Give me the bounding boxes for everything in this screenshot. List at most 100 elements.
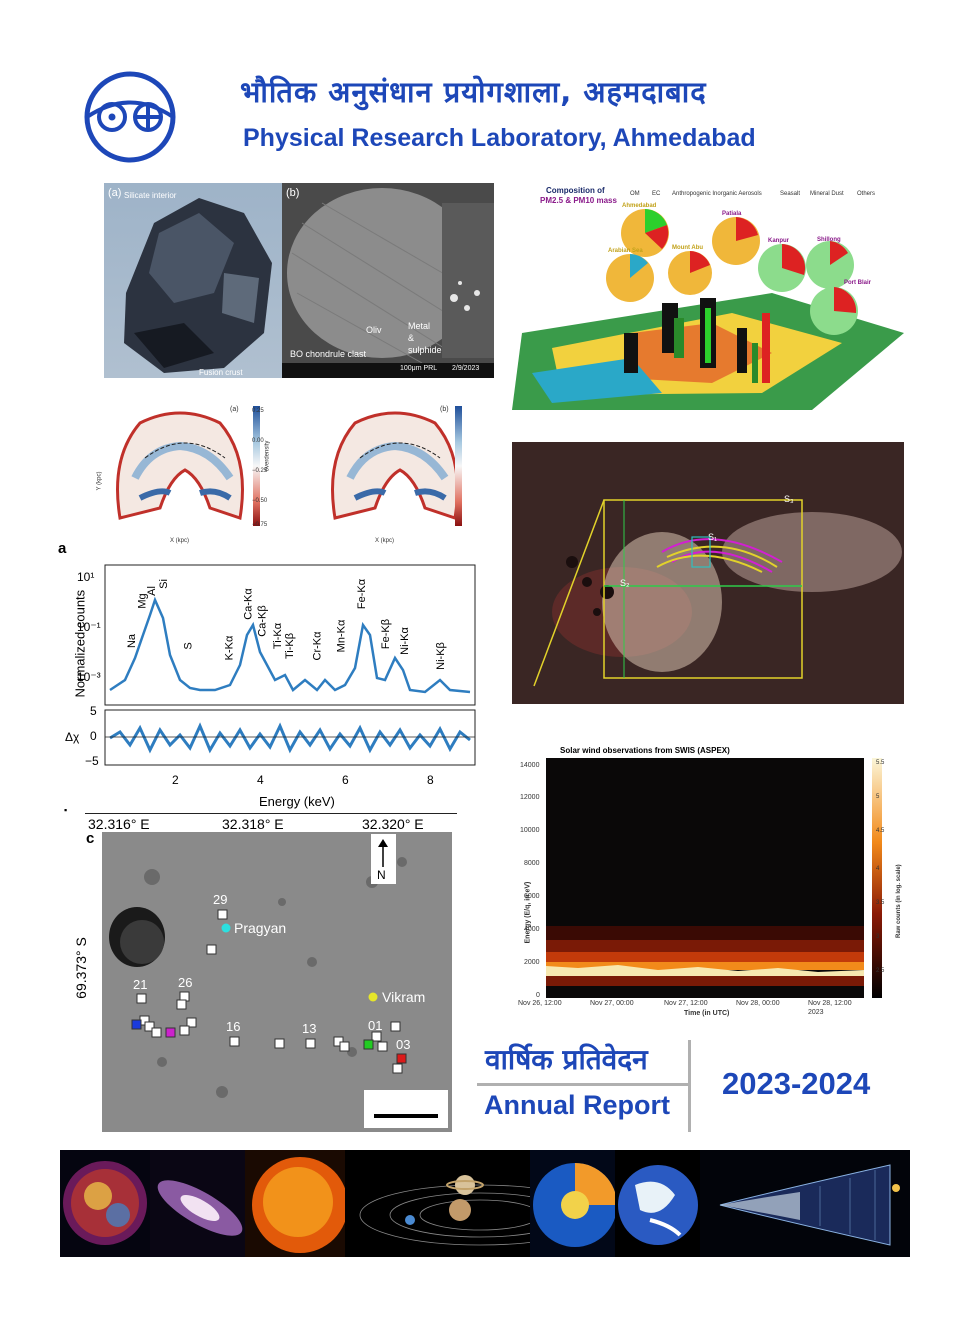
line-ca-kb: Ca-Kβ [256, 605, 269, 637]
swis-ytick-8: 0 [536, 992, 540, 999]
fusion-label: Fusion crust [199, 368, 243, 377]
scale-label: 100μm PRL [400, 365, 438, 372]
site-29: 29 [213, 892, 228, 907]
line-ti-ka: Ti-Kα [272, 622, 285, 650]
line-mn-ka: Mn-Kα [335, 619, 348, 653]
swis-ytick-3: 10000 [520, 827, 540, 834]
date-label: 2/9/2023 [452, 365, 480, 372]
oliv-label: Oliv [366, 325, 382, 335]
site-arabiansea: Arabian Sea [608, 248, 643, 254]
line-al: Al [145, 586, 158, 596]
site-portblair: Port Blair [844, 280, 872, 286]
site-21: 21 [133, 977, 148, 992]
site-patiala: Patiala [722, 211, 742, 217]
spectrum-panel-label: a [58, 540, 67, 557]
swis-cbar-tick-3: 4.5 [876, 828, 885, 834]
title-english: Physical Research Laboratory, Ahmedabad [243, 124, 756, 152]
galaxy-image [150, 1150, 245, 1257]
solar-s2: S₂ [620, 578, 630, 588]
report-title-english: Annual Report [484, 1090, 670, 1120]
galaxy-panel-a: (a) [230, 406, 239, 413]
swis-cbar-tick-5: 3.5 [876, 900, 885, 906]
legend-aia: Anthropogenic Inorganic Aerosols [672, 191, 762, 197]
label-b: (b) [286, 187, 300, 199]
swis-cbar-tick-2: 5 [876, 794, 880, 800]
swis-cbar-tick-6: 3 [876, 934, 880, 940]
amp-label: & [408, 333, 415, 343]
aerosol-composition-figure: Composition of PM2.5 & PM10 mass OM EC A… [512, 183, 904, 410]
swis-spectrogram: Solar wind observations from SWIS (ASPEX… [498, 740, 908, 1030]
line-na: Na [126, 633, 139, 649]
lat-label: 69.373° S [72, 937, 89, 999]
swis-cbar-tick-4: 4 [876, 866, 880, 872]
line-k-ka: K-Kα [223, 635, 236, 661]
site-shillong: Shillong [817, 237, 841, 243]
solar-flare-image: S₁ S₂ S₃ [512, 442, 904, 704]
swis-xtick-1: Nov 26, 12:00 [518, 1000, 562, 1007]
lon-tick-3: 32.320° E [362, 816, 424, 832]
line-ti-kb: Ti-Kβ [284, 632, 297, 660]
spectrum-ytick-2: 10⁻¹ [77, 620, 101, 634]
aerosol-title-2: PM2.5 & PM10 mass [540, 196, 617, 205]
report-title-hindi: वार्षिक प्रतिवेदन [485, 1043, 648, 1076]
aerosol-title-1: Composition of [546, 186, 605, 195]
site-03: 03 [396, 1037, 411, 1052]
line-fe-kb: Fe-Kβ [380, 618, 393, 650]
galaxy-cbar-tick-2: 0.00 [252, 438, 264, 444]
galaxy-cbar-tick-3: −0.25 [252, 468, 268, 474]
resid-tick-1: 5 [90, 704, 97, 718]
swis-xlabel: Time (in UTC) [684, 1010, 730, 1017]
swis-ytick-1: 14000 [520, 762, 540, 769]
solar-system-image [345, 1150, 601, 1257]
meteorite-photo-b: (b) Oliv BO chondrule clast Metal & sulp… [282, 183, 494, 378]
lon-tick-2: 32.318° E [222, 816, 284, 832]
swis-ytick-4: 8000 [524, 860, 540, 867]
swis-ytick-7: 2000 [524, 959, 540, 966]
galaxy-overdensity-figure: (a) (b) X (kpc) X (kpc) Y (kpc) 0.25 0.0… [90, 398, 490, 548]
silicate-label: Silicate interior [124, 191, 177, 200]
galaxy-cbar-tick-5: −0.75 [252, 522, 268, 528]
report-divider-v [688, 1040, 691, 1132]
moon-top-axis [85, 813, 457, 814]
report-divider-h [477, 1083, 688, 1086]
prl-logo [84, 71, 176, 163]
swis-cbar-label: Raw counts (in log. scale) [896, 864, 902, 938]
spectrum-ytick-3: 10⁻³ [77, 670, 101, 684]
line-ca-ka: Ca-Kα [242, 588, 255, 620]
legend-seasalt: Seasalt [780, 191, 801, 197]
line-s: S [182, 642, 195, 650]
galaxy-cbar-tick-4: −0.50 [252, 498, 268, 504]
xray-spectrum-figure: a Normalized counts 10¹ 10⁻¹ 10⁻³ Δχ 5 0… [55, 540, 480, 810]
swis-ytick-6: 4000 [524, 926, 540, 933]
galaxy-cbar-label: overdensity [264, 440, 271, 472]
swis-xtick-3: Nov 27, 12:00 [664, 1000, 708, 1007]
galaxy-ylabel: Y (kpc) [96, 471, 103, 491]
cosmos-image-strip [60, 1150, 910, 1257]
line-si: Si [157, 579, 170, 589]
moon-landing-figure: ▪ 32.316° E 32.318° E 32.320° E c 69.373… [60, 805, 460, 1135]
spectrum-xlabel: Energy (keV) [259, 794, 335, 809]
spectrum-xtick-1: 2 [172, 773, 179, 787]
earth-image [615, 1150, 700, 1257]
swis-xtick-2: Nov 27, 00:00 [590, 1000, 634, 1007]
galaxy-xlabel-a: X (kpc) [170, 538, 190, 544]
spectrum-xtick-2: 4 [257, 773, 264, 787]
site-ahmedabad: Ahmedabad [622, 203, 657, 209]
vikram-label: Vikram [382, 989, 426, 1005]
spectrum-xtick-4: 8 [427, 773, 434, 787]
title-hindi: भौतिक अनुसंधान प्रयोगशाला, अहमदाबाद [240, 75, 707, 109]
site-16: 16 [226, 1019, 241, 1034]
swis-xyear: 2023 [808, 1009, 824, 1016]
chondrule-label: BO chondrule clast [290, 349, 367, 359]
line-fe-ka: Fe-Kα [356, 578, 369, 610]
legend-ec: EC [652, 191, 661, 197]
legend-dust: Mineral Dust [810, 191, 844, 197]
small-marker: ▪ [64, 805, 68, 815]
label-a: (a) [108, 187, 122, 199]
galaxy-panel-b: (b) [440, 406, 449, 413]
legend-om: OM [630, 191, 640, 197]
moon-panel-label: c [86, 830, 95, 847]
galaxy-cbar-tick-1: 0.25 [252, 408, 264, 414]
swis-title: Solar wind observations from SWIS (ASPEX… [560, 746, 730, 755]
earth-cross-section-image [530, 1150, 617, 1257]
